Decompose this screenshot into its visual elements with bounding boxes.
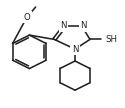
Text: N: N <box>72 45 78 54</box>
Text: N: N <box>80 21 86 30</box>
Text: N: N <box>60 21 66 30</box>
Text: SH: SH <box>106 35 118 44</box>
Text: O: O <box>24 13 30 22</box>
